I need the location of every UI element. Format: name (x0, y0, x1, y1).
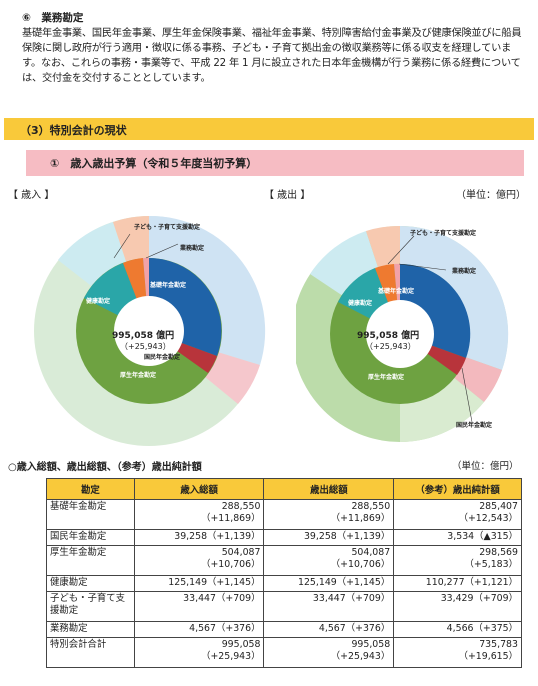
row-name: 厚生年金勘定 (46, 545, 135, 576)
expenditure-center-change: （+25,943） (365, 342, 416, 351)
section-3-title: （3）特別会計の現状 (20, 124, 127, 137)
section-6-body: 基礎年金事業、国民年金事業、厚生年金保険事業、福祉年金事業、特別障害給付金事業及… (22, 28, 522, 84)
expenditure-chart-label: 【 歳出 】 (264, 190, 311, 201)
expenditure-pie-chart (296, 225, 509, 443)
header-expenditure: 歳出総額 (263, 478, 395, 500)
row-name: 子ども・子育て支援勘定 (46, 591, 135, 622)
row-net: 110,277（+1,121） (393, 575, 522, 592)
table-row: 基礎年金勘定 288,550 （+11,869） 288,550 （+11,869）… (46, 499, 522, 530)
revenue-center-change: （+25,943） (120, 342, 171, 351)
row-expenditure: 33,447（+709） (263, 591, 395, 622)
revenue-label-kiso: 基礎年金勘定 (150, 282, 187, 289)
section-3-band: （3）特別会計の現状 (4, 118, 534, 140)
row-revenue: 995,058 （+25,943） (133, 637, 265, 668)
revenue-center-total: 995,058 億円 (112, 331, 175, 341)
expenditure-center-total: 995,058 億円 (357, 331, 420, 341)
revenue-center-hole (114, 296, 184, 366)
expenditure-callout-kokumin: 国民年金勘定 (456, 422, 493, 429)
row-net: 735,783 （+19,615） (393, 637, 522, 668)
row-expenditure: 4,567（+376） (263, 621, 395, 638)
table-row: 厚生年金勘定 504,087 （+10,706） 504,087 （+10,706）… (46, 545, 522, 576)
header-account: 勘定 (46, 478, 135, 500)
header-net: （参考）歳出純計額 (393, 478, 522, 500)
row-revenue: 504,087 （+10,706） (133, 545, 265, 576)
revenue-callout-kodomo: 子ども・子育て支援勘定 (134, 224, 201, 231)
revenue-label-kokumin: 国民年金勘定 (144, 354, 181, 361)
chart-unit-label: （単位：億円） (456, 190, 526, 201)
row-name: 特別会計合計 (46, 637, 135, 668)
row-revenue: 33,447（+709） (133, 591, 265, 622)
expenditure-center-hole (366, 300, 434, 368)
row-net: 33,429（+709） (393, 591, 522, 622)
row-net: 285,407 （+12,543） (393, 499, 522, 530)
row-name: 国民年金勘定 (46, 529, 135, 546)
expenditure-label-kosei: 厚生年金勘定 (368, 374, 405, 381)
table-row: 国民年金勘定 39,258（+1,139） 39,258（+1,139） 3,5… (46, 529, 522, 546)
row-revenue: 288,550 （+11,869） (133, 499, 265, 530)
expenditure-label-kiso: 基礎年金勘定 (378, 288, 415, 295)
table-row: 健康勘定 125,149（+1,145） 125,149（+1,145） 110… (46, 575, 522, 592)
row-net: 3,534（▲315） (393, 529, 522, 546)
revenue-label-kenko: 健康勘定 (86, 298, 111, 305)
table-title: ○歳入総額、歳出総額、（参考）歳出純計額 (8, 462, 202, 473)
row-net: 298,569 （+5,183） (393, 545, 522, 576)
revenue-label-kosei: 厚生年金勘定 (120, 372, 157, 379)
row-net: 4,566（+375） (393, 621, 522, 638)
row-expenditure: 995,058 （+25,943） (263, 637, 395, 668)
table-row: 子ども・子育て支援勘定 33,447（+709） 33,447（+709） 33… (46, 591, 522, 622)
subsection-1-title: ① 歳入歳出予算（令和５年度当初予算） (50, 157, 258, 170)
row-expenditure: 288,550 （+11,869） (263, 499, 395, 530)
row-revenue: 4,567（+376） (133, 621, 265, 638)
revenue-chart-label: 【 歳入 】 (8, 190, 55, 201)
row-expenditure: 504,087 （+10,706） (263, 545, 395, 576)
revenue-pie-chart (34, 215, 266, 446)
section-6-title: ⑥ 業務勘定 (22, 12, 84, 24)
table-row: 業務勘定 4,567（+376） 4,567（+376） 4,566（+375） (46, 621, 522, 638)
expenditure-callout-gyomu: 業務勘定 (452, 268, 477, 275)
row-name: 基礎年金勘定 (46, 499, 135, 530)
expenditure-label-kenko: 健康勘定 (348, 300, 373, 307)
table-row: 特別会計合計 995,058 （+25,943） 995,058 （+25,943）… (46, 637, 522, 668)
subsection-1-band: ① 歳入歳出予算（令和５年度当初予算） (26, 150, 524, 176)
table-unit: （単位：億円） (452, 461, 519, 472)
row-name: 業務勘定 (46, 621, 135, 638)
budget-table: 勘定 歳入総額 歳出総額 （参考）歳出純計額 基礎年金勘定 288,550 （+1… (46, 478, 522, 668)
table-header-row: 勘定 歳入総額 歳出総額 （参考）歳出純計額 (46, 478, 522, 500)
row-revenue: 125,149（+1,145） (133, 575, 265, 592)
revenue-callout-gyomu: 業務勘定 (180, 245, 205, 252)
row-revenue: 39,258（+1,139） (133, 529, 265, 546)
header-revenue: 歳入総額 (133, 478, 265, 500)
row-name: 健康勘定 (46, 575, 135, 592)
expenditure-callout-kodomo: 子ども・子育て支援勘定 (410, 230, 477, 237)
row-expenditure: 125,149（+1,145） (263, 575, 395, 592)
row-expenditure: 39,258（+1,139） (263, 529, 395, 546)
